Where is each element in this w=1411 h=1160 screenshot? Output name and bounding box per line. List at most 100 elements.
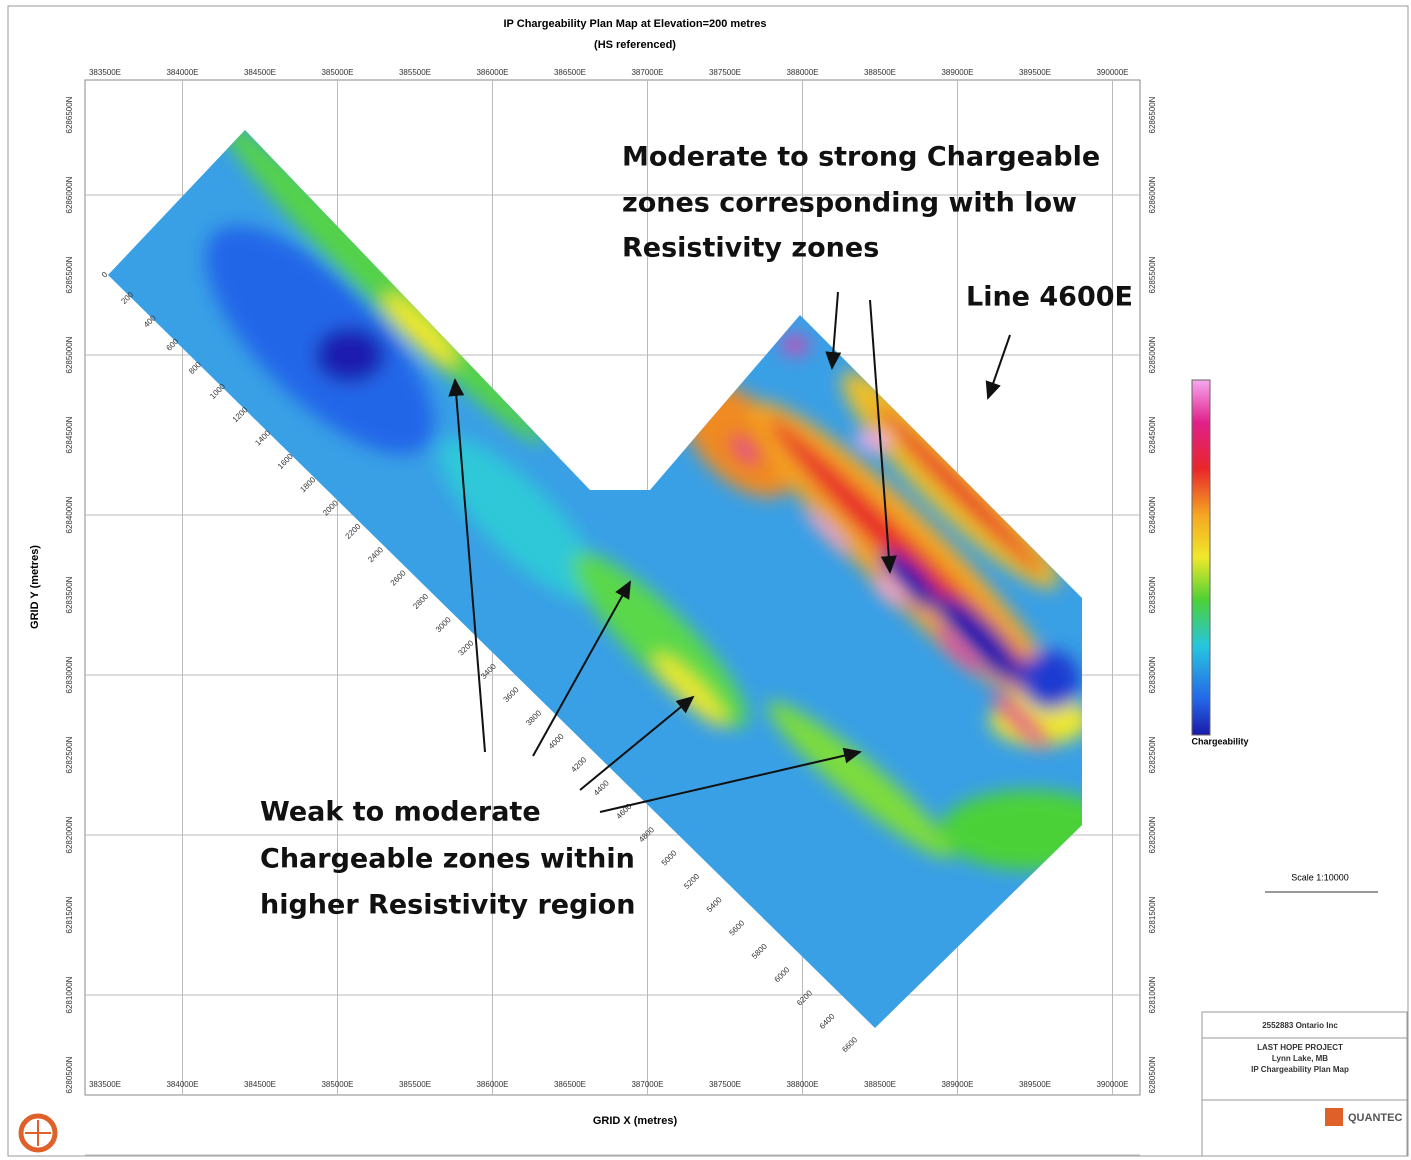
y-tick-label: 6282500N (1148, 736, 1157, 773)
y-tick-label: 6280500N (65, 1056, 74, 1093)
x-tick-label: 384500E (244, 1080, 276, 1089)
color-bar (1192, 380, 1210, 735)
y-tick-label: 6286500N (65, 96, 74, 133)
station-label: 3000 (434, 615, 453, 634)
x-tick-label: 387000E (631, 68, 663, 77)
y-tick-label: 6286500N (1148, 96, 1157, 133)
map-page: 383500E 383500E 384000E 384000E 384500E 38450… (0, 0, 1411, 1160)
x-tick-label: 388500E (864, 68, 896, 77)
y-tick-label: 6281500N (65, 896, 74, 933)
annotation: zones corresponding with low (622, 188, 1077, 219)
x-tick-label: 383500E (89, 68, 121, 77)
x-tick-label: 388500E (864, 1080, 896, 1089)
y-tick-label: 6285500N (65, 256, 74, 293)
station-label: 3400 (479, 662, 498, 681)
y-tick-label: 6282000N (65, 816, 74, 853)
x-tick-label: 387500E (709, 1080, 741, 1089)
station-label: 5800 (750, 942, 769, 961)
annotation: Line 4600E (966, 282, 1133, 313)
x-tick-label: 385500E (399, 1080, 431, 1089)
station-label: 2600 (389, 568, 408, 587)
x-tick-label: 388000E (786, 1080, 818, 1089)
station-label: 5000 (660, 848, 679, 867)
y-tick-label: 6283500N (65, 576, 74, 613)
annotation: Resistivity zones (622, 233, 879, 264)
station-label: 2800 (411, 592, 430, 611)
station-label: 3800 (524, 708, 543, 727)
annotation: Chargeable zones within (260, 844, 635, 875)
annotation: higher Resistivity region (260, 890, 635, 921)
y-tick-label: 6282000N (1148, 816, 1157, 853)
y-tick-label: 6281500N (1148, 896, 1157, 933)
station-label: 0 (100, 270, 110, 280)
y-tick-label: 6282500N (65, 736, 74, 773)
y-tick-label: 6285500N (1148, 256, 1157, 293)
x-tick-label: 386500E (554, 68, 586, 77)
station-label: 5400 (705, 895, 724, 914)
x-tick-label: 389000E (941, 1080, 973, 1089)
y-tick-label: 6283000N (1148, 656, 1157, 693)
logo-mark (1325, 1108, 1343, 1126)
station-label: 6000 (773, 965, 792, 984)
y-tick-label: 6283500N (1148, 576, 1157, 613)
station-label: 2200 (344, 522, 363, 541)
y-tick-label: 6286000N (1148, 176, 1157, 213)
scale: Scale 1:10000 (1291, 872, 1349, 882)
x-tick-label: 386500E (554, 1080, 586, 1089)
station-label: 5600 (727, 918, 746, 937)
y-tick-label: 6284000N (1148, 496, 1157, 533)
y-tick-label: 6281000N (1148, 976, 1157, 1013)
x-tick-label: 389000E (941, 68, 973, 77)
x-tick-label: 386000E (476, 1080, 508, 1089)
y-axis-label: GRID Y (metres) (29, 545, 41, 629)
station-label: 4400 (592, 778, 611, 797)
station-label: 5200 (682, 872, 701, 891)
x-tick-label: 385500E (399, 68, 431, 77)
x-tick-label: 388000E (786, 68, 818, 77)
map-title: IP Chargeability Plan Map at Elevation=2… (504, 18, 767, 30)
x-tick-label: 384000E (166, 1080, 198, 1089)
y-tick-label: 6284500N (65, 416, 74, 453)
annotation: Weak to moderate (260, 797, 541, 828)
x-axis-label: GRID X (metres) (593, 1115, 678, 1127)
y-tick-label: 6281000N (65, 976, 74, 1013)
corner-logo (25, 1120, 51, 1146)
x-tick-label: 387000E (631, 1080, 663, 1089)
station-label: 3600 (502, 685, 521, 704)
y-tick-label: 6285000N (1148, 336, 1157, 373)
y-tick-label: 6285000N (65, 336, 74, 373)
x-tick-label: 389500E (1019, 68, 1051, 77)
x-tick-label: 385000E (321, 68, 353, 77)
annotation: Moderate to strong Chargeable (622, 142, 1100, 173)
x-tick-label: 390000E (1096, 1080, 1128, 1089)
map-name: IP Chargeability Plan Map (1251, 1065, 1349, 1074)
legend-label: Chargeability (1191, 736, 1248, 746)
y-tick-label: 6286000N (65, 176, 74, 213)
y-tick-label: 6280500N (1148, 1056, 1157, 1093)
x-tick-label: 385000E (321, 1080, 353, 1089)
y-tick-label: 6283000N (65, 656, 74, 693)
x-tick-label: 387500E (709, 68, 741, 77)
station-label: 4000 (547, 732, 566, 751)
x-tick-label: 390000E (1096, 68, 1128, 77)
x-tick-label: 389500E (1019, 1080, 1051, 1089)
logo: QUANTEC (1348, 1112, 1402, 1124)
station-label: 6400 (818, 1012, 837, 1031)
x-tick-label: 386000E (476, 68, 508, 77)
project: LAST HOPE PROJECT (1257, 1043, 1343, 1052)
station-label: 6200 (795, 988, 814, 1007)
company: 2552883 Ontario Inc (1262, 1021, 1338, 1030)
location: Lynn Lake, MB (1272, 1054, 1328, 1063)
station-label: 3200 (456, 638, 475, 657)
station-label: 2400 (366, 545, 385, 564)
arrow (988, 335, 1010, 398)
station-label: 6600 (840, 1035, 859, 1054)
y-tick-label: 6284000N (65, 496, 74, 533)
station-label: 4200 (569, 755, 588, 774)
y-tick-label: 6284500N (1148, 416, 1157, 453)
x-tick-label: 384000E (166, 68, 198, 77)
x-tick-label: 383500E (89, 1080, 121, 1089)
x-tick-label: 384500E (244, 68, 276, 77)
title-block (1202, 1012, 1407, 1156)
map-subtitle: (HS referenced) (594, 39, 676, 51)
